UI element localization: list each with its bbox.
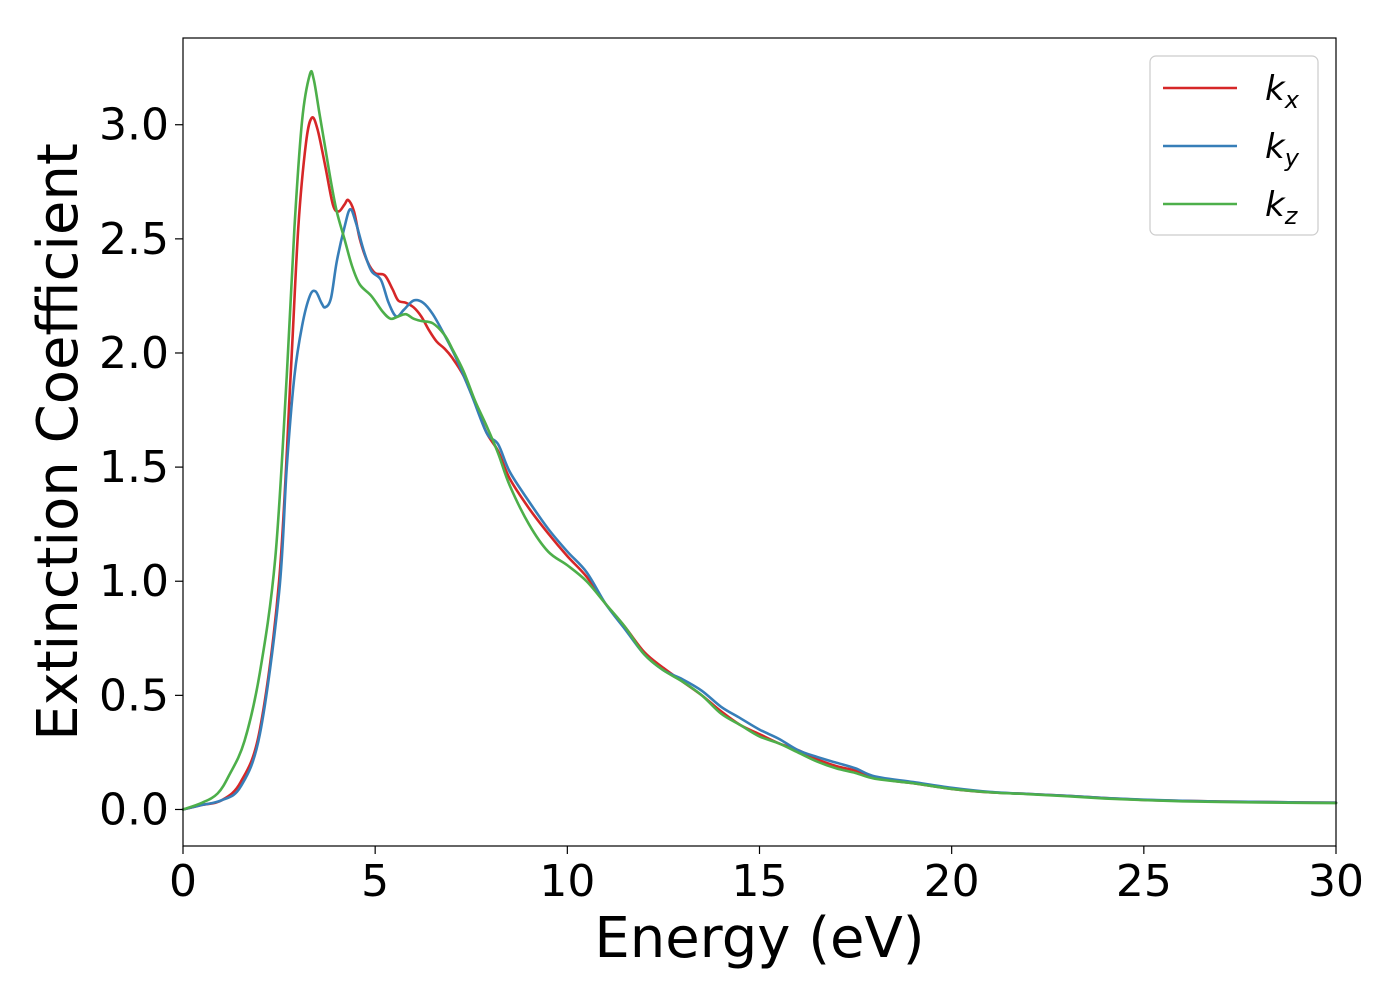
x-tick-label: 0 — [169, 856, 197, 907]
y-axis-title: Extinction Coefficient — [26, 143, 91, 741]
x-tick-label: 25 — [1116, 856, 1172, 907]
legend-label-base: k — [1265, 127, 1286, 167]
y-tick-label: 0.5 — [99, 670, 169, 721]
y-tick-label: 0.0 — [99, 784, 169, 835]
legend-label-base: k — [1265, 69, 1286, 109]
y-tick-label: 1.5 — [99, 442, 169, 493]
x-tick-label: 5 — [361, 856, 389, 907]
legend-label-base: k — [1265, 185, 1286, 225]
x-tick-label: 20 — [924, 856, 980, 907]
y-tick-label: 1.0 — [99, 556, 169, 607]
x-tick-label: 10 — [539, 856, 595, 907]
legend-label-subscript: z — [1284, 202, 1299, 230]
y-tick-label: 2.5 — [99, 214, 169, 265]
legend-label-subscript: y — [1284, 144, 1300, 172]
x-tick-label: 30 — [1308, 856, 1364, 907]
legend-label-ky: ky — [1265, 127, 1300, 172]
legend-label-subscript: x — [1284, 86, 1300, 114]
x-tick-label: 15 — [732, 856, 788, 907]
series-line-kz — [181, 69, 1338, 811]
series-layer — [181, 69, 1338, 811]
y-axis: 0.0 0.5 1.0 1.5 2.0 2.5 3.0 — [99, 100, 183, 835]
y-tick-label: 2.0 — [99, 328, 169, 379]
x-axis-title: Energy (eV) — [594, 906, 924, 971]
legend-label-kz: kz — [1265, 185, 1299, 230]
x-axis: 0 5 10 15 20 25 30 — [169, 846, 1364, 907]
legend-label-kx: kx — [1265, 69, 1300, 114]
y-tick-label: 3.0 — [99, 100, 169, 151]
